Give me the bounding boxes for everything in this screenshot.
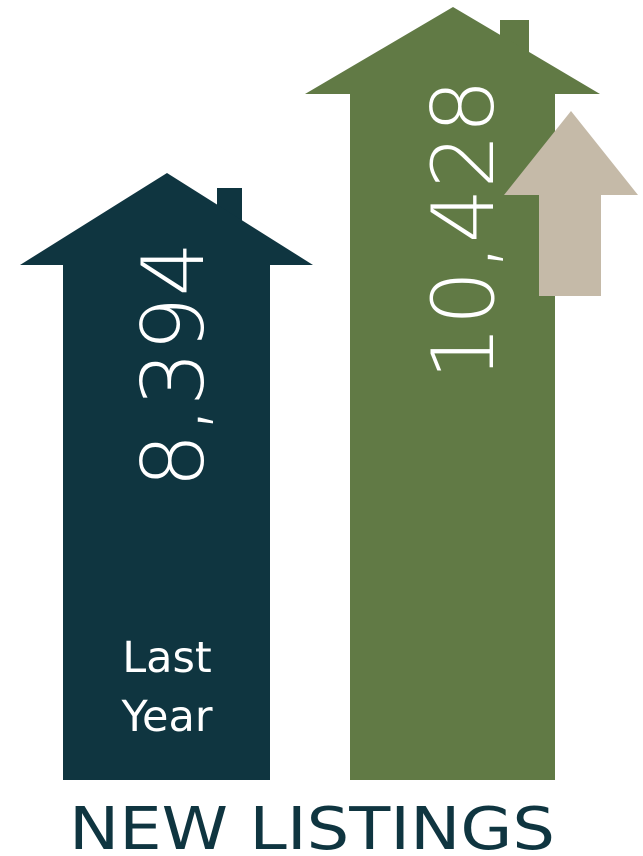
trend-up-arrow-icon [504, 111, 638, 296]
value-label-last-year: 8,394 [124, 242, 224, 488]
bar-this-year [305, 7, 600, 780]
bar-last-year-shape [20, 173, 313, 780]
bar-this-year-shape [305, 7, 600, 780]
category-label-line-2: Year [120, 692, 212, 742]
category-label-line-1: Last [122, 633, 212, 683]
bar-last-year [20, 173, 313, 780]
value-label-this-year: 10,428 [414, 79, 514, 380]
chart-title: NEW LISTINGS [69, 794, 555, 856]
